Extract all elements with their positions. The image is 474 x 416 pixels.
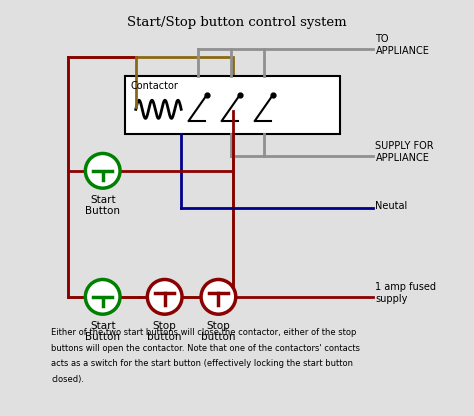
Text: Start
Button: Start Button (85, 195, 120, 216)
Circle shape (85, 154, 120, 188)
Text: buttons will open the contactor. Note that one of the contactors' contacts: buttons will open the contactor. Note th… (51, 344, 360, 352)
Text: Either of the two start buttons will close the contactor, either of the stop: Either of the two start buttons will clo… (51, 328, 356, 337)
Text: TO
APPLIANCE: TO APPLIANCE (375, 34, 429, 56)
Text: 1 amp fused
supply: 1 amp fused supply (375, 282, 437, 304)
Bar (126, 76, 340, 134)
Text: closed).: closed). (51, 375, 84, 384)
Text: Stop
button: Stop button (147, 321, 182, 342)
Circle shape (147, 280, 182, 314)
Bar (68, 57, 233, 297)
Text: SUPPLY FOR
APPLIANCE: SUPPLY FOR APPLIANCE (375, 141, 434, 163)
Text: Neutal: Neutal (375, 201, 408, 211)
Text: Start/Stop button control system: Start/Stop button control system (127, 16, 347, 29)
Text: acts as a switch for the start button (effectively locking the start button: acts as a switch for the start button (e… (51, 359, 353, 368)
Circle shape (85, 280, 120, 314)
Text: Stop
button: Stop button (201, 321, 236, 342)
Text: Contactor: Contactor (130, 81, 178, 91)
Circle shape (201, 280, 236, 314)
Text: Start
Button: Start Button (85, 321, 120, 342)
